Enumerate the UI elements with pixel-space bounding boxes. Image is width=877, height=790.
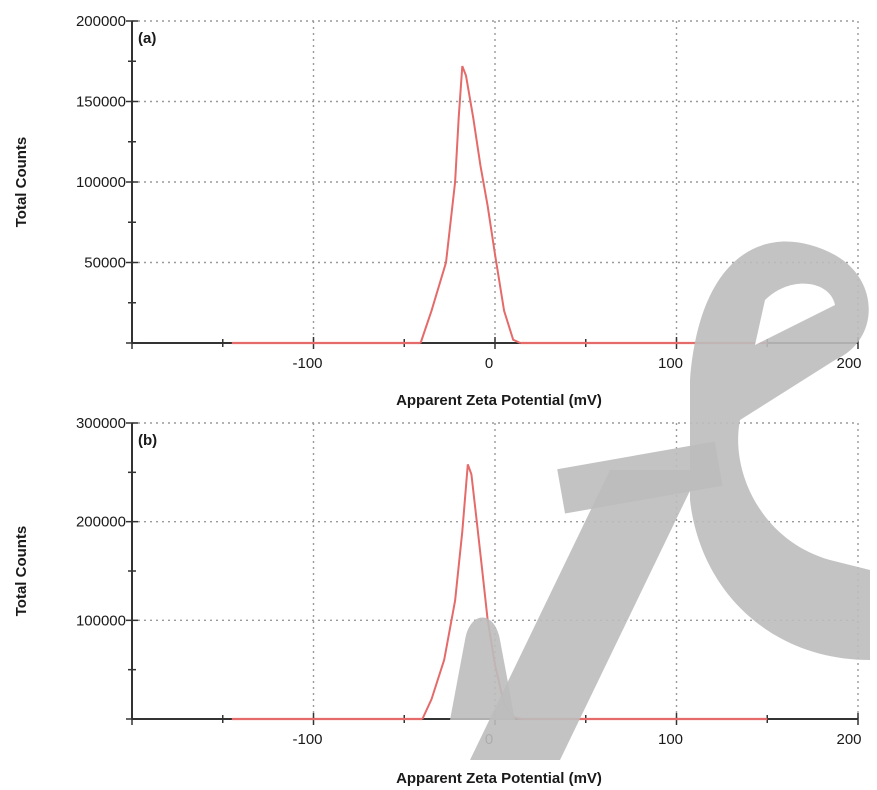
panel-label: (a) xyxy=(138,30,156,47)
x-tick-label: 0 xyxy=(485,355,493,372)
y-tick-label: 200000 xyxy=(76,13,126,30)
y-tick-label: 300000 xyxy=(76,415,126,432)
y-tick-label: 100000 xyxy=(76,174,126,191)
y-tick-label: 100000 xyxy=(76,612,126,629)
chart-panel-a: 50000 100000 150000 200000 -100 0 100 200 Appare… xyxy=(13,13,862,409)
x-axis-title: Apparent Zeta Potential (mV) xyxy=(396,770,602,787)
series-peak-line xyxy=(419,65,521,344)
x-tick-label: 200 xyxy=(836,731,861,748)
x-axis-title: Apparent Zeta Potential (mV) xyxy=(396,392,602,409)
watermark-shape xyxy=(690,241,870,660)
watermark-cutout xyxy=(755,283,835,345)
y-axis-title: Total Counts xyxy=(13,137,30,228)
watermark xyxy=(450,241,870,760)
y-tick-label: 150000 xyxy=(76,94,126,111)
panel-label: (b) xyxy=(138,432,157,449)
x-tick-label: 100 xyxy=(658,355,683,372)
x-tick-label: 200 xyxy=(836,355,861,372)
y-axis-title: Total Counts xyxy=(13,526,30,617)
y-tick-label: 200000 xyxy=(76,514,126,531)
x-tick-label: -100 xyxy=(292,731,322,748)
y-tick-label: 50000 xyxy=(84,255,126,272)
watermark-shape xyxy=(450,617,515,720)
watermark-shape xyxy=(470,470,700,760)
x-tick-label: 100 xyxy=(658,731,683,748)
x-tick-label: -100 xyxy=(292,355,322,372)
